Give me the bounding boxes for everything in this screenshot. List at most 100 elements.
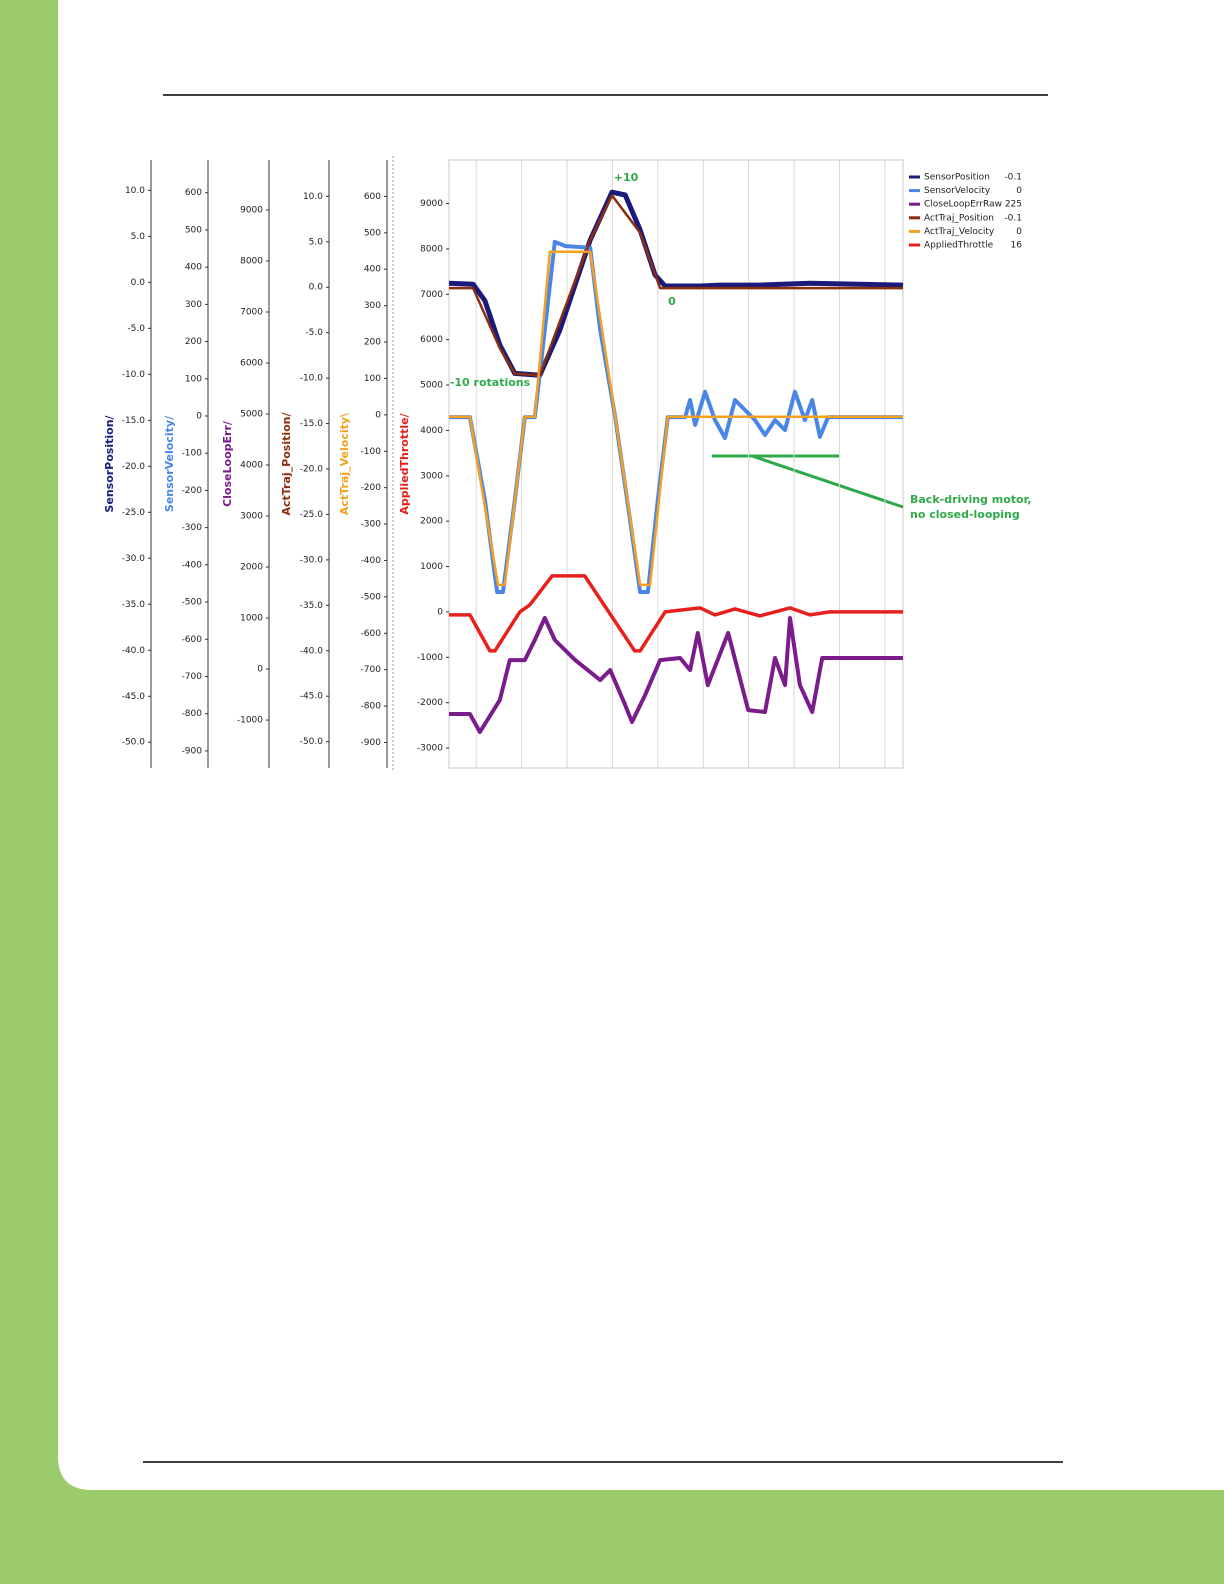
legend-label: SensorVelocity [924,186,991,196]
y-tick-label: -30.0 [300,555,324,565]
legend-value: -0.1 [1004,173,1022,183]
y-tick-label: -400 [361,556,382,566]
y-tick-label: 3000 [240,512,263,522]
y-tick-label: -5.0 [305,328,323,338]
y-tick-label: -15.0 [300,419,324,429]
series-line [448,189,904,378]
y-tick-label: 8000 [240,256,263,266]
y-tick-label: -35.0 [300,601,324,611]
y-tick-label: 0 [437,607,443,617]
y-tick-label: 500 [364,228,381,238]
y-tick-label: 0 [375,410,381,420]
y-tick-label: -1000 [237,716,263,726]
annotation: -10 rotations [450,376,531,389]
y-tick-label: -200 [182,486,203,496]
y-tick-label: -45.0 [300,692,324,702]
y-tick-label: 300 [185,300,202,310]
y-tick-label: 100 [185,374,202,384]
legend-label: SensorPosition [924,173,990,183]
y-tick-label: -500 [182,598,203,608]
legend-value: 0 [1016,186,1022,196]
y-tick-label: -700 [361,665,382,675]
plot-area [448,159,904,769]
legend-label: ActTraj_Position [924,213,994,223]
y-tick-label: 4000 [240,461,263,471]
y-tick-label: 10.0 [303,192,323,202]
y-tick-label: 10.0 [125,186,145,196]
annotation: +10 [614,171,639,184]
axis-title: SensorVelocity/ [163,415,176,512]
y-tick-label: 9000 [420,199,443,209]
annotation: 0 [668,295,676,308]
legend-value: 225 [1005,200,1022,210]
y-tick-label: -15.0 [122,416,146,426]
axis-title: ActTraj_Velocity\ [338,412,351,515]
y-tick-label: -800 [182,709,203,719]
y-tick-label: 100 [364,374,381,384]
y-tick-label: -800 [361,702,382,712]
y-tick-label: 5000 [240,410,263,420]
legend-value: 0 [1016,227,1022,237]
y-tick-label: 0 [196,412,202,422]
y-tick-label: 6000 [420,335,443,345]
y-tick-label: -20.0 [300,464,324,474]
y-tick-label: -10.0 [300,374,324,384]
y-tick-label: -3000 [417,744,443,754]
y-tick-label: -20.0 [122,462,146,472]
y-tick-label: 300 [364,301,381,311]
y-tick-label: -600 [361,629,382,639]
y-tick-label: 200 [185,337,202,347]
axis-title: CloseLoopErr/ [221,420,234,507]
y-tick-label: 400 [364,265,381,275]
y-tick-label: 5.0 [309,237,324,247]
y-tick-label: 9000 [240,205,263,215]
y-tick-label: -200 [361,483,382,493]
annotation: no closed-looping [910,508,1020,521]
annotation: Back-driving motor, [910,493,1032,506]
y-tick-label: -400 [182,560,203,570]
legend-value: 16 [1011,241,1023,251]
y-tick-label: -900 [182,746,203,756]
axis-title: AppliedThrottle/ [398,412,411,514]
y-tick-label: 600 [364,192,381,202]
y-tick-label: -35.0 [122,600,146,610]
y-tick-label: 0.0 [131,278,146,288]
y-tick-label: 200 [364,338,381,348]
y-tick-label: -40.0 [300,646,324,656]
y-tick-label: -300 [182,523,203,533]
legend-value: -0.1 [1004,213,1022,223]
y-tick-label: 7000 [420,290,443,300]
y-tick-label: 2000 [420,517,443,527]
legend-label: AppliedThrottle [924,241,994,251]
legend-label: CloseLoopErrRaw [924,200,1002,210]
y-tick-label: 4000 [420,426,443,436]
y-tick-label: -25.0 [122,508,146,518]
y-tick-label: -30.0 [122,554,146,564]
y-tick-label: -50.0 [122,738,146,748]
y-tick-label: -2000 [417,698,443,708]
y-tick-label: 6000 [240,359,263,369]
y-tick-label: -1000 [417,653,443,663]
y-tick-label: -700 [182,672,203,682]
y-tick-label: -40.0 [122,646,146,656]
y-tick-label: -900 [361,738,382,748]
y-tick-label: 7000 [240,308,263,318]
annotation-pointer [751,454,904,509]
legend-label: ActTraj_Velocity [924,227,995,237]
y-tick-label: 5.0 [131,232,146,242]
y-tick-label: -600 [182,635,203,645]
y-tick-label: -50.0 [300,737,324,747]
y-tick-label: 500 [185,225,202,235]
series-line [449,574,903,653]
y-tick-label: 1000 [420,562,443,572]
y-tick-label: -45.0 [122,692,146,702]
y-tick-label: 2000 [240,563,263,573]
y-tick-label: -500 [361,592,382,602]
axis-title: ActTraj_Position/ [280,411,293,515]
y-tick-label: 600 [185,188,202,198]
axis-title: SensorPosition/ [103,414,116,512]
series-line [449,616,903,734]
y-tick-label: -10.0 [122,370,146,380]
y-tick-label: 1000 [240,614,263,624]
